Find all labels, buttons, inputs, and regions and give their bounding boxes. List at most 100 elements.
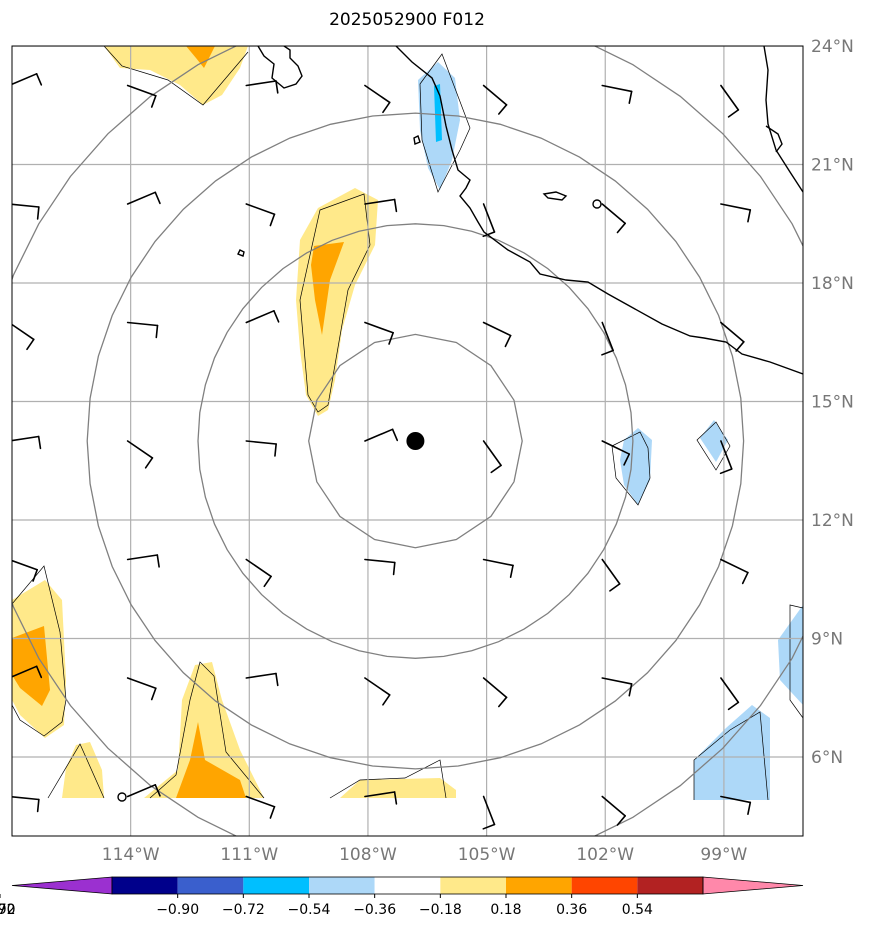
- coastline: [117, 46, 803, 802]
- colorbar-tick-label: −0.18: [419, 902, 462, 918]
- colorbar-extend-min: [11, 876, 113, 895]
- contour-line: [47, 743, 105, 799]
- longitude-tick-label: 105°W: [458, 845, 516, 865]
- wind-barb: [720, 321, 745, 352]
- wind-barb: [364, 558, 396, 576]
- contour-line: [696, 421, 731, 471]
- contour-line: [103, 46, 249, 106]
- colorbar-swatch: [243, 877, 309, 894]
- colorbar-swatch: [637, 877, 703, 894]
- colorbar: −0.90 −0.72 −0.54 −0.36 −0.18 0.18 0.36 0.54 0.7…: [0, 876, 804, 918]
- colorbar-swatch: [374, 877, 441, 894]
- longitude-tick-label: 114°W: [102, 845, 160, 865]
- colorbar-tick-label: −0.36: [353, 902, 396, 918]
- colorbar-tick-label: 0.90: [0, 902, 16, 918]
- wind-barb: [245, 672, 279, 687]
- wind-barb: [601, 203, 626, 234]
- wind-barb: [482, 795, 496, 830]
- range-ring: [86, 112, 745, 770]
- wind-barb: [364, 321, 394, 345]
- wind-barb: [720, 795, 752, 816]
- island: [413, 135, 421, 145]
- latitude-labels: 6°N 9°N 12°N 15°N 18°N 21°N 24°N: [811, 37, 854, 768]
- island: [592, 199, 602, 209]
- contour-line: [299, 193, 371, 413]
- longitude-tick-label: 99°W: [700, 845, 747, 865]
- storm-center-marker: [406, 432, 425, 450]
- wind-barb: [601, 677, 633, 697]
- wind-barb: [12, 323, 35, 351]
- wind-barb: [245, 310, 280, 324]
- wind-barb: [245, 795, 276, 819]
- colorbar-tick-label: 0.72: [0, 902, 16, 918]
- wind-barb: [601, 321, 614, 356]
- colorbar-frame: [111, 876, 704, 895]
- colorbar-tick-label: −0.72: [222, 902, 265, 918]
- latitude-tick-label: 12°N: [811, 511, 854, 531]
- island: [117, 792, 127, 802]
- wind-barb: [720, 677, 740, 711]
- wind-barb: [245, 558, 272, 588]
- wind-barb: [482, 558, 514, 579]
- latitude-tick-label: 15°N: [811, 393, 854, 413]
- wind-barb: [12, 73, 43, 86]
- negative-anomaly-area: [778, 605, 803, 705]
- island: [237, 249, 245, 257]
- wind-barb: [126, 677, 157, 701]
- wind-barb: [126, 554, 160, 568]
- wind-barb: [482, 321, 512, 348]
- wind-barb: [601, 440, 631, 466]
- wind-barb: [245, 440, 277, 457]
- colorbar-swatch: [440, 877, 506, 894]
- mexico-coastline: [395, 46, 803, 375]
- negative-anomaly-area: [694, 705, 770, 800]
- shaded-regions: [12, 46, 803, 800]
- wind-barb: [126, 784, 161, 798]
- wind-barb: [364, 677, 391, 706]
- colorbar-swatch: [177, 877, 244, 894]
- plot-frame: [11, 45, 804, 837]
- wind-barb: [364, 84, 391, 114]
- island: [542, 191, 568, 201]
- contour-line: [789, 604, 803, 719]
- wind-barb: [126, 440, 154, 469]
- positive-anomaly-area: [296, 188, 378, 416]
- wind-barb: [482, 440, 502, 474]
- longitude-tick-label: 108°W: [339, 845, 397, 865]
- colorbar-tick-label: 0.18: [490, 902, 521, 918]
- wind-barb: [126, 321, 159, 339]
- wind-barb: [601, 84, 633, 105]
- wind-barb: [482, 84, 508, 115]
- anomaly-contours: [12, 46, 803, 801]
- gridlines: [12, 46, 803, 836]
- latitude-tick-label: 21°N: [811, 156, 854, 176]
- contour-line: [12, 565, 67, 737]
- map-plot-area: [12, 46, 803, 836]
- colorbar-swatch: [112, 877, 178, 894]
- contour-line: [611, 431, 651, 506]
- wind-barb: [601, 795, 626, 826]
- range-ring: [12, 46, 803, 836]
- longitude-tick-label: 102°W: [576, 845, 634, 865]
- colorbar-tick-label: 0.54: [622, 902, 653, 918]
- wind-barb: [482, 203, 496, 238]
- wind-barb: [364, 198, 398, 213]
- wind-barb: [482, 677, 508, 708]
- range-ring: [197, 223, 634, 659]
- latitude-tick-label: 18°N: [811, 274, 854, 294]
- colorbar-extend-max: [702, 876, 804, 895]
- range-rings: [12, 46, 803, 836]
- strong-positive-anomaly-area: [176, 722, 246, 798]
- contour-line: [419, 53, 471, 193]
- positive-anomaly-area: [144, 662, 264, 798]
- wind-barb: [126, 84, 157, 108]
- wind-barbs: [12, 73, 752, 830]
- wind-barb: [245, 203, 276, 227]
- gulf-inner-coastline: [765, 125, 783, 153]
- wind-barb: [601, 558, 621, 592]
- latitude-tick-label: 24°N: [811, 37, 854, 57]
- wind-barb: [364, 428, 399, 442]
- range-ring: [308, 333, 523, 549]
- gulf-coastline: [763, 46, 803, 193]
- colorbar-tick-label: 0.36: [556, 902, 587, 918]
